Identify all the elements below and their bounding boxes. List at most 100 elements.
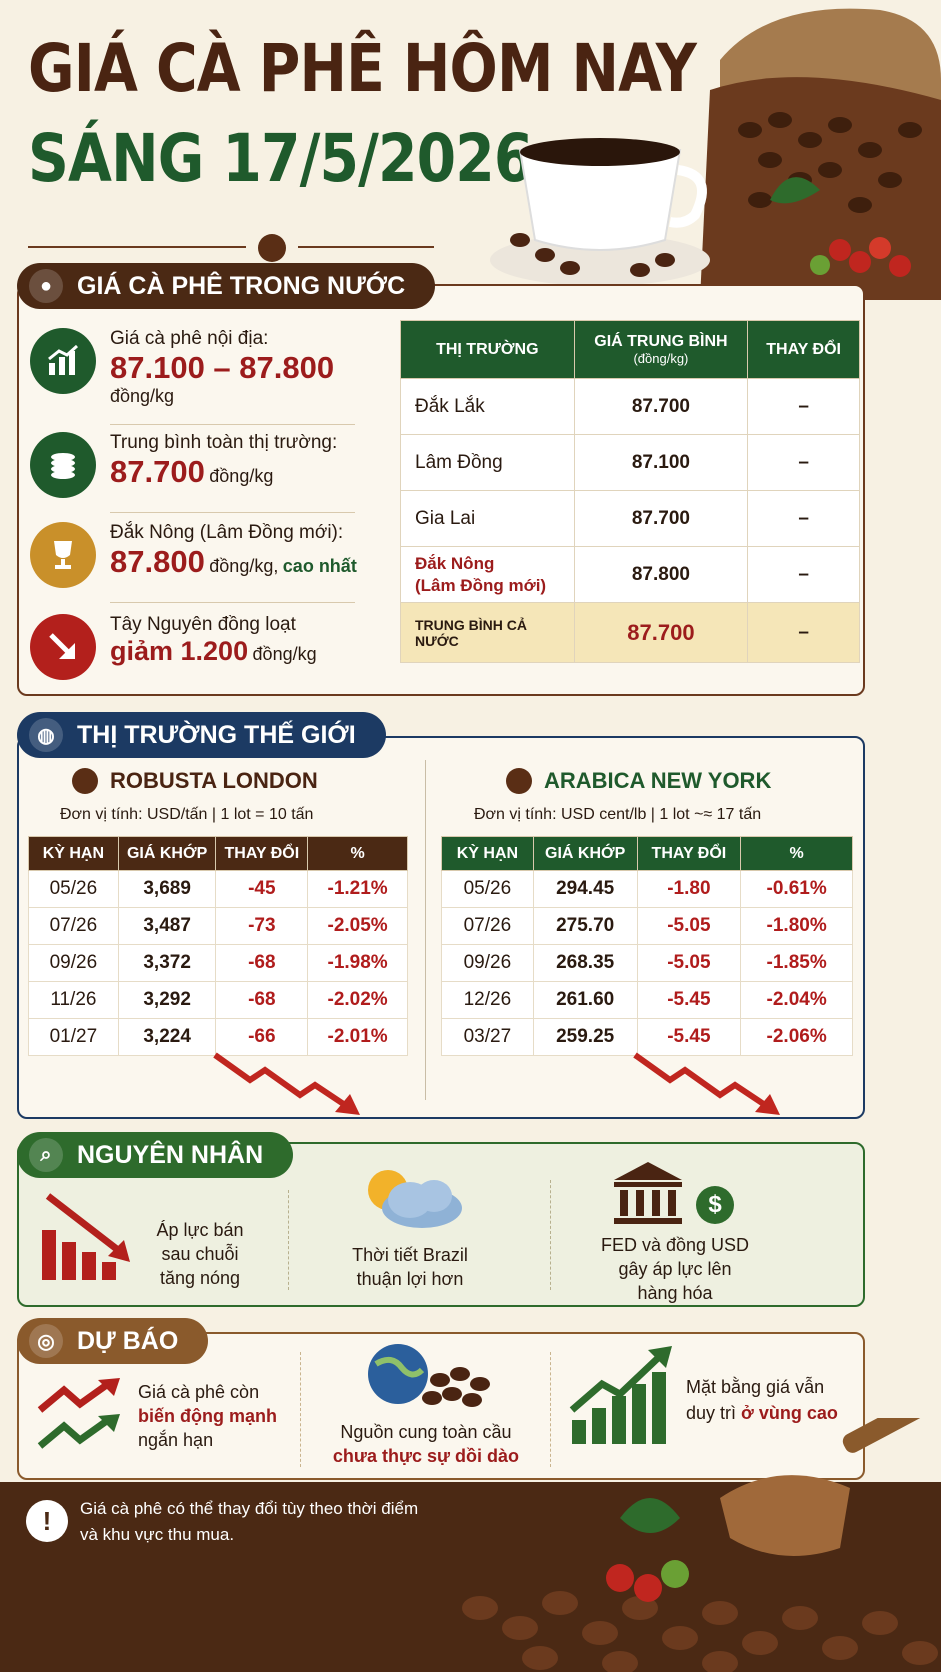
- table-row: 11/26 3,292 -68 -2.02%: [28, 981, 408, 1019]
- table-row: Gia Lai 87.700 –: [400, 490, 860, 547]
- price-cell: 275.70: [532, 907, 638, 945]
- world-section-title: THỊ TRƯỜNG THẾ GIỚI: [77, 720, 356, 749]
- coffee-sack-icon: [700, 8, 941, 300]
- robusta-title: ROBUSTA LONDON: [72, 768, 318, 794]
- change-cell: -73: [215, 907, 309, 945]
- domestic-item-label: Giá cà phê nội địa:: [110, 328, 269, 349]
- divider: [110, 512, 355, 513]
- domestic-item-unit: đồng/kg: [110, 386, 175, 406]
- domestic-item-unit: đồng/kg: [252, 644, 317, 664]
- price-cell: 259.25: [532, 1018, 638, 1056]
- percent-cell: -2.02%: [307, 981, 408, 1019]
- term-cell: 11/26: [28, 981, 119, 1019]
- bank-building-icon: [614, 1162, 682, 1224]
- term-cell: 07/26: [441, 907, 534, 945]
- term-cell: 09/26: [441, 944, 534, 982]
- percent-cell: -2.06%: [740, 1018, 853, 1056]
- change-cell: -68: [215, 981, 309, 1019]
- change-cell: -5.45: [636, 1018, 742, 1056]
- bar-chart-down-icon: [42, 1193, 130, 1280]
- domestic-item-decrease: Tây Nguyên đồng loạt giảm 1.200 đồng/kg: [30, 614, 380, 680]
- table-row: Lâm Đồng 87.100 –: [400, 434, 860, 491]
- domestic-item-note: cao nhất: [282, 556, 357, 576]
- coins-icon: [30, 432, 96, 498]
- table-row-highlight: Đắk Nông (Lâm Đồng mới) 87.800 –: [400, 546, 860, 603]
- price-cell: 3,292: [117, 981, 217, 1019]
- warning-icon: !: [26, 1500, 68, 1542]
- coffee-cup-icon: [490, 138, 710, 286]
- table-header: THỊ TRƯỜNG: [400, 320, 575, 379]
- cause-item-fed-usd: FED và đồng USD gây áp lực lên hàng hóa: [600, 1235, 750, 1303]
- table-row: 07/26 275.70 -5.05 -1.80%: [441, 907, 853, 945]
- coffee-bean-icon: [72, 768, 98, 794]
- percent-cell: -1.21%: [307, 870, 408, 908]
- change-cell: -5.05: [636, 944, 742, 982]
- percent-cell: -1.80%: [740, 907, 853, 945]
- title-divider-right: [298, 246, 434, 248]
- change-cell: -5.45: [636, 981, 742, 1019]
- change-cell: -68: [215, 944, 309, 982]
- term-cell: 12/26: [441, 981, 534, 1019]
- domestic-section-header: ● GIÁ CÀ PHÊ TRONG NƯỚC: [17, 263, 436, 309]
- percent-cell: -1.85%: [740, 944, 853, 982]
- table-row: 09/26 268.35 -5.05 -1.85%: [441, 944, 853, 982]
- trend-down-arrow-icon: [633, 1052, 780, 1115]
- forecast-item-volatility: Giá cà phê còn biến động mạnh ngắn hạn: [138, 1382, 277, 1450]
- domestic-item-highest: Đắk Nông (Lâm Đồng mới): 87.800 đồng/kg,…: [30, 522, 380, 588]
- search-icon: ⌕: [29, 1138, 63, 1172]
- page-title: GIÁ CÀ PHÊ HÔM NAY: [28, 30, 697, 107]
- coffee-beans-scoop-icon: [462, 1418, 941, 1672]
- trend-down-arrow-icon: [213, 1052, 360, 1115]
- percent-cell: -2.04%: [740, 981, 853, 1019]
- table-row: 12/26 261.60 -5.45 -2.04%: [441, 981, 853, 1019]
- divider: [550, 1352, 551, 1467]
- causes-section-title: NGUYÊN NHÂN: [77, 1140, 264, 1169]
- table-row: 01/27 3,224 -66 -2.01%: [28, 1018, 408, 1056]
- domestic-item-value: 87.800: [110, 544, 205, 579]
- term-cell: 05/26: [441, 870, 534, 908]
- price-cell: 3,487: [117, 907, 217, 945]
- domestic-section-title: GIÁ CÀ PHÊ TRONG NƯỚC: [77, 271, 406, 300]
- chart-up-icon: [30, 328, 96, 394]
- divider: [550, 1180, 551, 1290]
- term-cell: 03/27: [441, 1018, 534, 1056]
- table-row: 05/26 294.45 -1.80 -0.61%: [441, 870, 853, 908]
- domestic-item-value: 87.100 – 87.800: [110, 350, 335, 385]
- table-row: Đắk Lắk 87.700 –: [400, 378, 860, 435]
- domestic-item-average: Trung bình toàn thị trường: 87.700 đồng/…: [30, 432, 380, 498]
- table-row: 05/26 3,689 -45 -1.21%: [28, 870, 408, 908]
- forecast-section-title: DỰ BÁO: [77, 1326, 179, 1355]
- percent-cell: -2.05%: [307, 907, 408, 945]
- footer-note: Giá cà phê có thể thay đổi tùy theo thời…: [80, 1499, 419, 1544]
- robusta-table: KỲ HẠN GIÁ KHỚP THAY ĐỔI % 05/26 3,689 -45…: [28, 836, 408, 1056]
- percent-cell: -1.98%: [307, 944, 408, 982]
- term-cell: 07/26: [28, 907, 119, 945]
- price-cell: 268.35: [532, 944, 638, 982]
- page-subtitle-date: SÁNG 17/5/2026: [28, 120, 533, 197]
- table-row-total: TRUNG BÌNH CẢ NƯỚC 87.700 –: [400, 602, 860, 663]
- target-icon: ◎: [29, 1324, 63, 1358]
- price-cell: 3,689: [117, 870, 217, 908]
- domestic-item-label: Tây Nguyên đồng loạt: [110, 614, 296, 635]
- price-cell: 3,372: [117, 944, 217, 982]
- change-cell: -5.05: [636, 907, 742, 945]
- dollar-icon: $: [696, 1186, 734, 1224]
- domestic-item-label: Trung bình toàn thị trường:: [110, 432, 338, 453]
- price-cell: 261.60: [532, 981, 638, 1019]
- coffee-bean-icon: [506, 768, 532, 794]
- table-row: 09/26 3,372 -68 -1.98%: [28, 944, 408, 982]
- term-cell: 05/26: [28, 870, 119, 908]
- causes-section-header: ⌕ NGUYÊN NHÂN: [17, 1132, 294, 1178]
- domestic-item-unit: đồng/kg,: [209, 556, 279, 576]
- weather-sun-cloud-icon: [368, 1170, 462, 1228]
- forecast-item-supply: Nguồn cung toàn cầu chưa thực sự dồi dào: [332, 1422, 520, 1466]
- divider: [288, 1190, 289, 1290]
- arrow-down-icon: [30, 614, 96, 680]
- term-cell: 01/27: [28, 1018, 119, 1056]
- domestic-item-unit: đồng/kg: [209, 466, 274, 486]
- table-row: 07/26 3,487 -73 -2.05%: [28, 907, 408, 945]
- percent-cell: -2.01%: [307, 1018, 408, 1056]
- domestic-item-value: 87.700: [110, 454, 205, 489]
- globe-icon: ◍: [29, 718, 63, 752]
- coffee-bean-icon: [258, 234, 286, 262]
